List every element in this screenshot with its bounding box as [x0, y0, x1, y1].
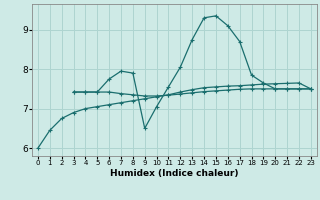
X-axis label: Humidex (Indice chaleur): Humidex (Indice chaleur)	[110, 169, 239, 178]
